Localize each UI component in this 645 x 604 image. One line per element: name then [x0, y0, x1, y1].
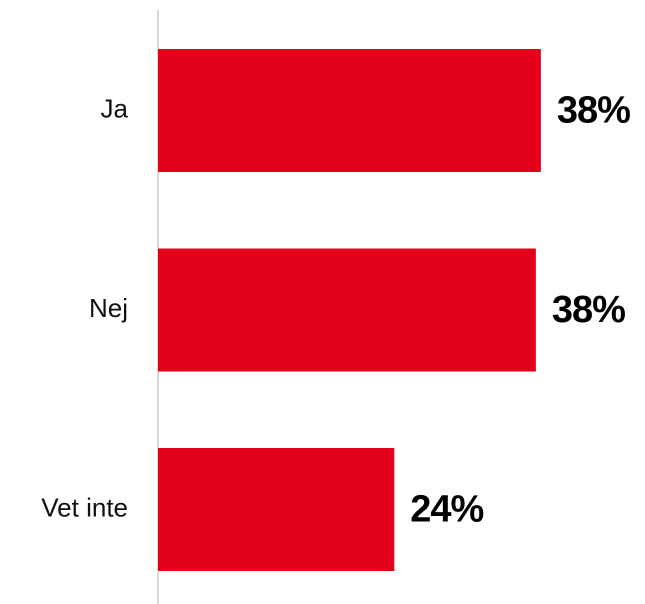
- category-label: Nej: [89, 293, 128, 323]
- category-label: Ja: [101, 93, 129, 123]
- value-label: 38%: [552, 289, 625, 331]
- bar: [158, 49, 541, 172]
- category-label: Vet inte: [41, 492, 128, 522]
- value-label: 24%: [410, 489, 483, 531]
- bar: [158, 248, 536, 372]
- value-label: 38%: [557, 90, 630, 132]
- bar: [158, 448, 395, 571]
